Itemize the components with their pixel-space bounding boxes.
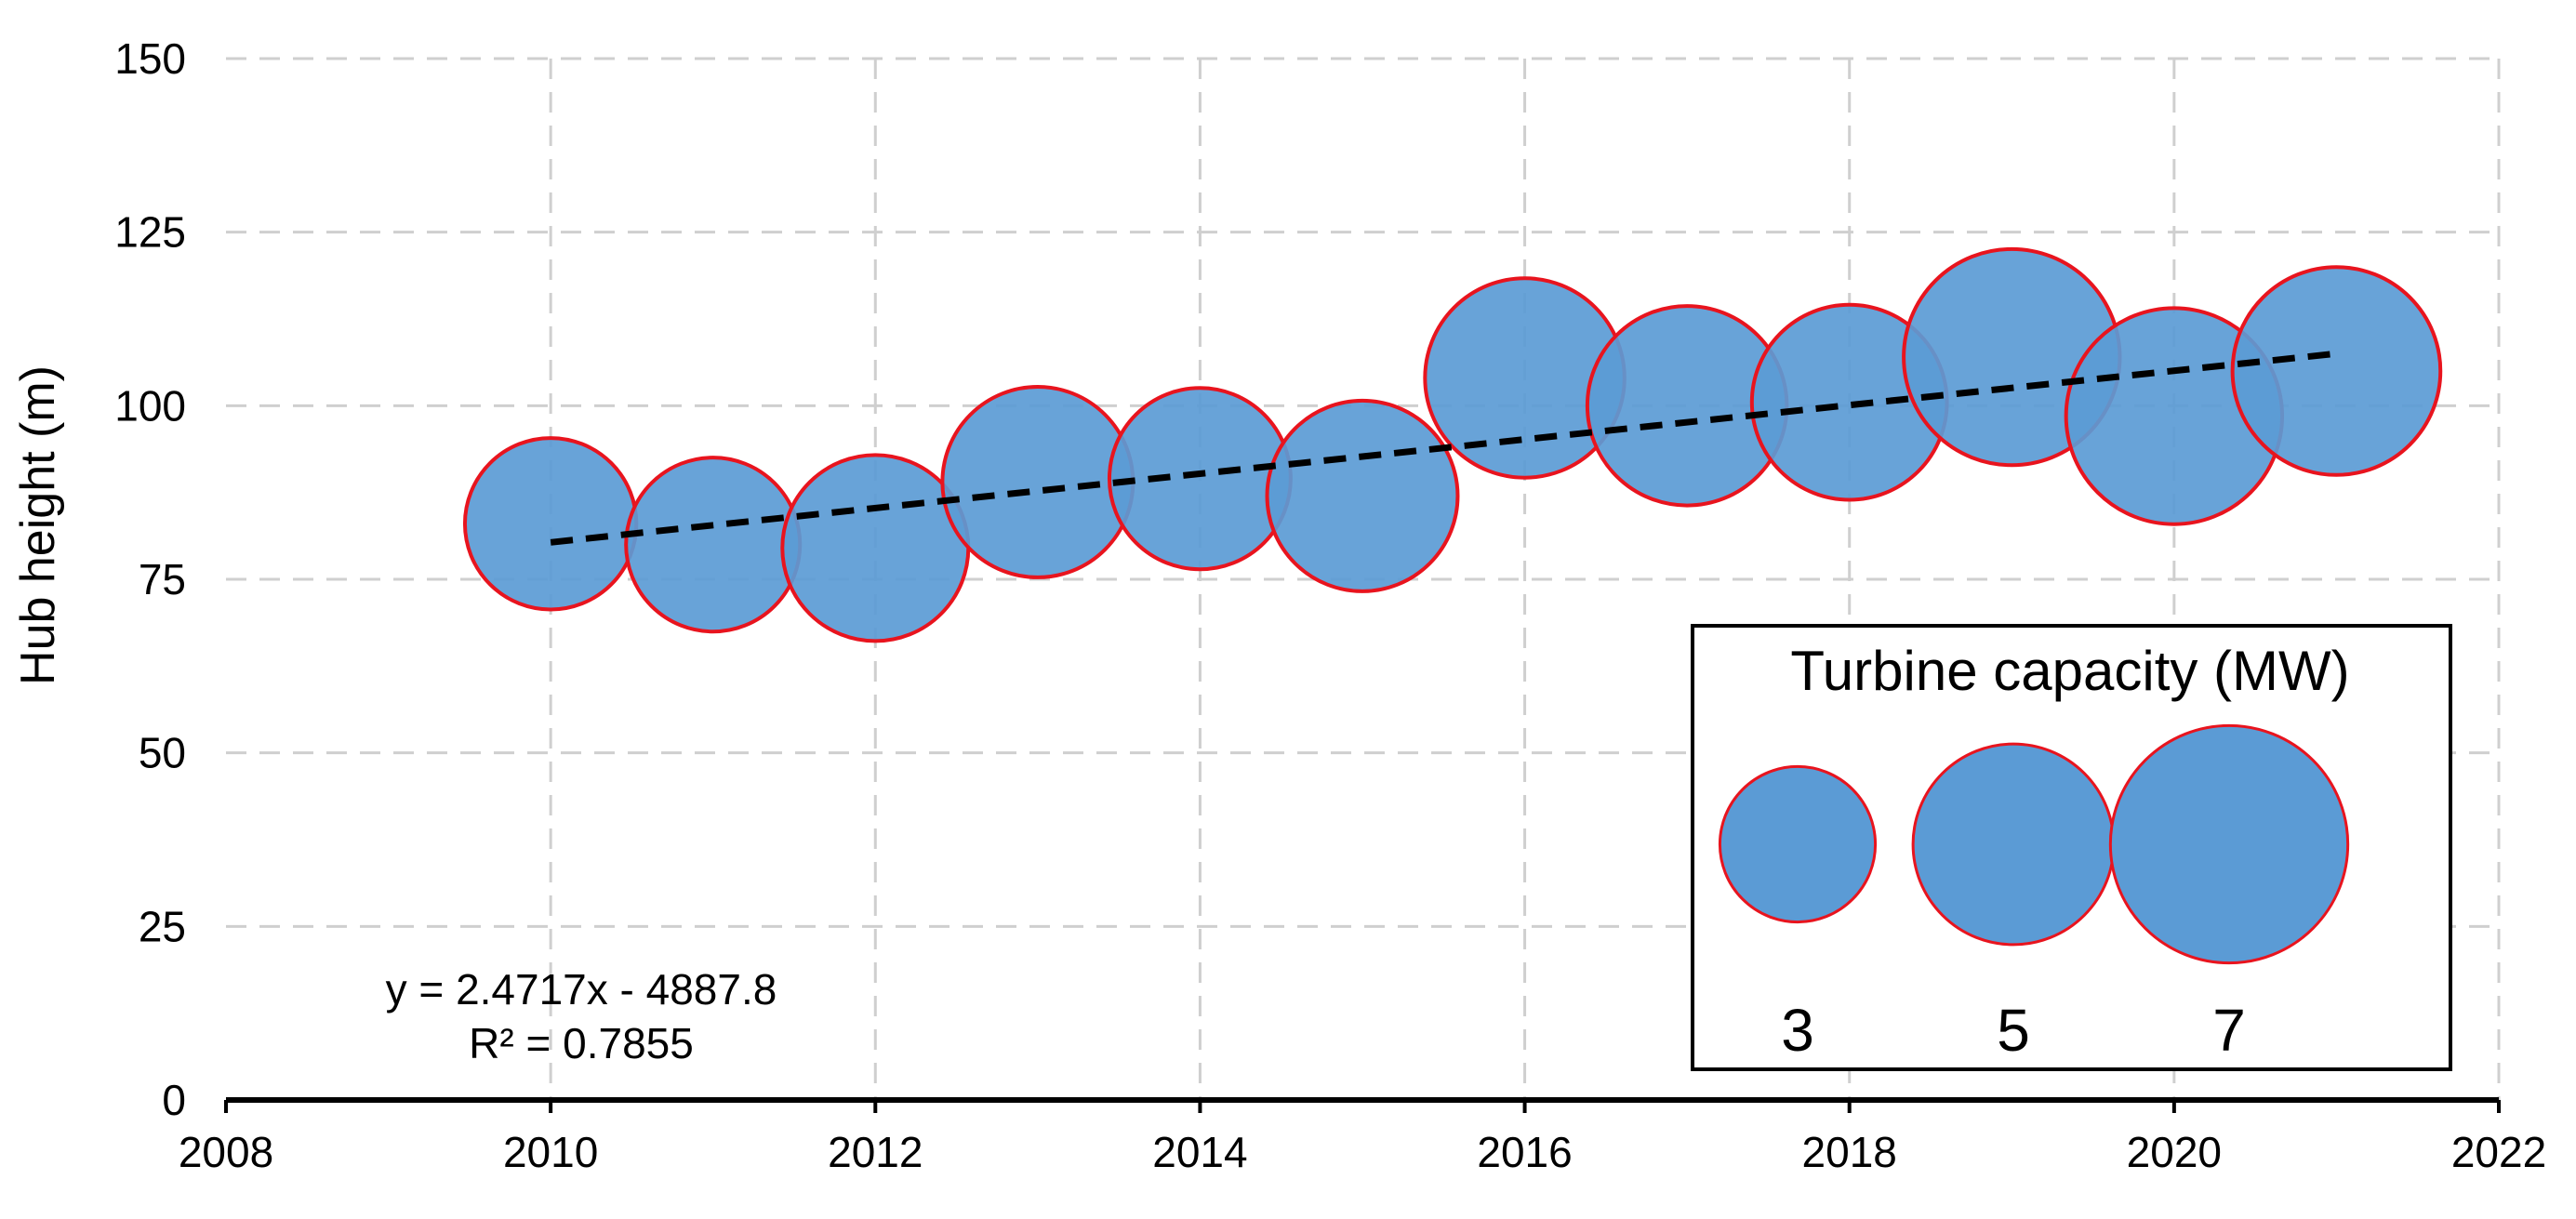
bubble-point — [1265, 398, 1460, 593]
x-tick-label: 2016 — [1477, 1128, 1572, 1176]
size-legend-bubble — [1718, 764, 1878, 924]
y-tick-label: 0 — [162, 1076, 186, 1124]
size-legend-bubble — [1911, 742, 2116, 947]
y-axis-ticks: 0 25 50 75 100 125 150 — [114, 34, 186, 1124]
trendline — [550, 350, 2337, 546]
x-tick-label: 2014 — [1152, 1128, 1247, 1176]
bubble-series — [462, 246, 2443, 643]
trendline-r2-label: R² = 0.7855 — [469, 1019, 694, 1067]
size-legend-label: 3 — [1781, 997, 1814, 1064]
bubble-point — [1107, 386, 1293, 572]
size-legend-entries: 3 5 7 — [1718, 723, 2350, 1064]
bubble-point — [462, 436, 639, 612]
bubble-point — [780, 453, 971, 643]
x-axis-ticks: 2008 2010 2012 2014 2016 2018 2020 2022 — [179, 1100, 2546, 1176]
size-legend-label: 7 — [2212, 997, 2246, 1064]
y-tick-label: 125 — [114, 208, 186, 257]
y-tick-label: 75 — [139, 555, 186, 603]
size-legend-title: Turbine capacity (MW) — [1790, 640, 2349, 702]
x-tick-label: 2008 — [179, 1128, 273, 1176]
size-legend-label: 5 — [1997, 997, 2030, 1064]
y-tick-label: 50 — [139, 729, 186, 777]
bubble-point — [940, 384, 1135, 579]
bubble-point — [2230, 265, 2443, 477]
size-legend-bubble — [2108, 723, 2350, 965]
x-tick-label: 2010 — [503, 1128, 598, 1176]
y-axis-label: Hub height (m) — [11, 365, 65, 685]
x-tick-label: 2022 — [2451, 1128, 2546, 1176]
bubble-point — [624, 456, 803, 634]
y-tick-label: 25 — [139, 902, 186, 950]
size-legend: Turbine capacity (MW) 3 5 7 — [1691, 624, 2452, 1071]
x-tick-label: 2020 — [2127, 1128, 2222, 1176]
y-tick-label: 150 — [114, 34, 186, 83]
x-tick-label: 2012 — [828, 1128, 923, 1176]
trendline-equation: y = 2.4717x - 4887.8 R² = 0.7855 — [386, 965, 777, 1067]
y-tick-label: 100 — [114, 381, 186, 430]
x-tick-label: 2018 — [1802, 1128, 1897, 1176]
trendline-equation-label: y = 2.4717x - 4887.8 — [386, 965, 777, 1014]
